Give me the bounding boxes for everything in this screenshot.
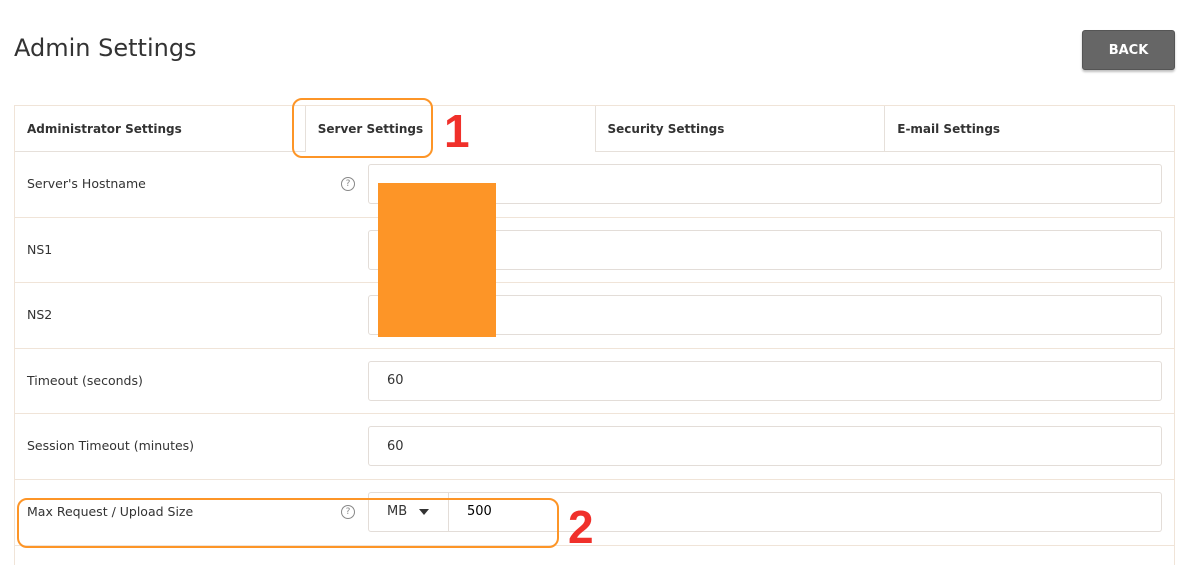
annotation-number-2: 2	[568, 501, 594, 553]
ns1-label: NS1	[27, 241, 53, 257]
tab-bar: Administrator Settings Server Settings S…	[15, 106, 1174, 152]
ns2-row: NS2	[15, 283, 1174, 349]
ns2-input[interactable]	[368, 295, 1162, 336]
page-title: Admin Settings	[14, 34, 197, 62]
timeout-label: Timeout (seconds)	[27, 372, 143, 388]
annotation-number-1: 1	[444, 105, 470, 157]
settings-panel: Administrator Settings Server Settings S…	[14, 105, 1175, 565]
back-button[interactable]: BACK	[1082, 30, 1175, 70]
tab-email-settings[interactable]: E-mail Settings	[884, 106, 1174, 152]
caret-down-icon	[419, 508, 429, 515]
hostname-row: Server's Hostname ?	[15, 152, 1174, 218]
upload-size-input[interactable]	[449, 491, 1162, 532]
unit-value: MB	[387, 503, 408, 519]
tab-security-settings[interactable]: Security Settings	[594, 106, 885, 152]
help-icon[interactable]: ?	[341, 504, 355, 519]
upload-size-label: Max Request / Upload Size	[27, 503, 194, 519]
timeout-input[interactable]	[368, 360, 1162, 401]
ns1-input[interactable]	[368, 229, 1162, 270]
ns2-label: NS2	[27, 307, 53, 323]
help-icon[interactable]: ?	[341, 177, 355, 191]
tab-server-settings[interactable]: Server Settings	[304, 106, 595, 152]
annotation-box-2	[17, 498, 559, 548]
session-timeout-label: Session Timeout (minutes)	[27, 438, 195, 454]
session-timeout-row: Session Timeout (minutes)	[15, 414, 1174, 480]
session-timeout-input[interactable]	[368, 426, 1162, 467]
redaction-block	[378, 183, 496, 337]
annotation-box-1	[292, 98, 433, 158]
tab-administrator-settings[interactable]: Administrator Settings	[15, 106, 305, 152]
hostname-label: Server's Hostname	[27, 176, 146, 191]
ns1-row: NS1	[15, 218, 1174, 284]
timeout-row: Timeout (seconds)	[15, 349, 1174, 415]
hostname-input[interactable]	[368, 164, 1162, 204]
